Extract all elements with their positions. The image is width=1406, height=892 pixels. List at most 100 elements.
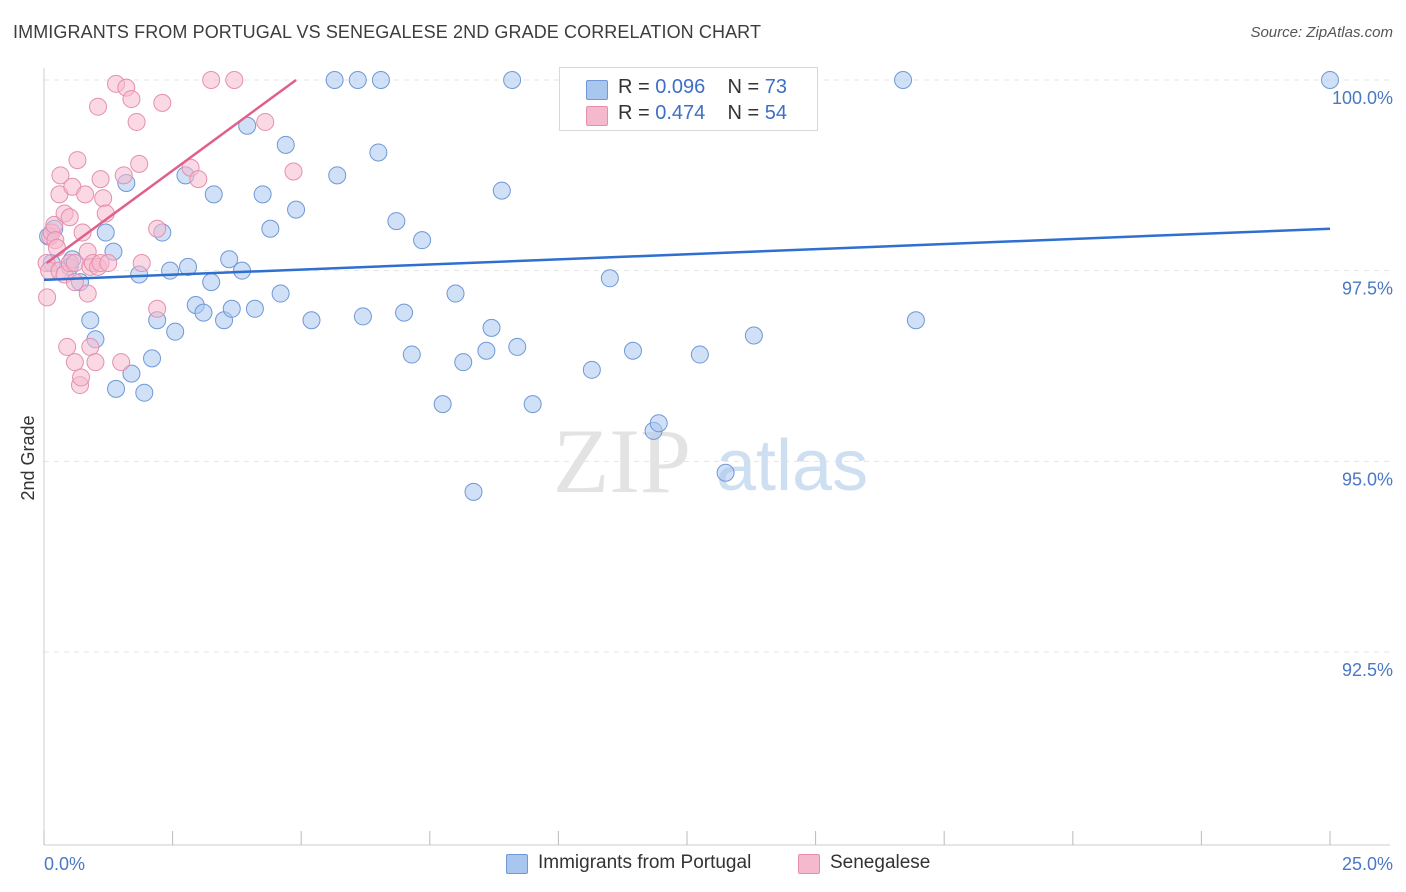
data-point-portugal: [135, 383, 154, 402]
data-point-senegalese: [58, 337, 77, 356]
data-point-senegalese: [72, 368, 91, 387]
data-point-portugal: [287, 200, 306, 219]
data-point-senegalese: [51, 166, 70, 185]
legend-r-value: 0.474: [655, 102, 706, 124]
data-point-portugal: [245, 299, 264, 318]
data-point-senegalese: [114, 166, 133, 185]
legend-n-label: N =: [727, 76, 765, 98]
data-point-portugal: [523, 395, 542, 414]
data-point-senegalese: [47, 238, 66, 257]
x-ticks: [43, 831, 1331, 845]
data-point-portugal: [220, 250, 239, 269]
data-point-senegalese: [65, 353, 84, 372]
data-point-senegalese: [122, 90, 141, 109]
data-point-senegalese: [78, 284, 97, 303]
data-point-portugal: [894, 71, 913, 89]
legend-r-label: R =: [618, 102, 656, 124]
chart-title: IMMIGRANTS FROM PORTUGAL VS SENEGALESE 2…: [13, 22, 762, 42]
data-point-portugal: [166, 322, 185, 341]
data-point-portugal: [81, 311, 100, 330]
y-tick-label: 100.0%: [1332, 88, 1393, 108]
watermark-zip: ZIP: [553, 410, 691, 512]
data-point-senegalese: [89, 97, 108, 116]
source-label: Source: ZipAtlas.com: [1250, 24, 1393, 41]
data-point-portugal: [353, 307, 372, 326]
data-point-portugal: [433, 395, 452, 414]
data-point-portugal: [464, 482, 483, 501]
data-point-portugal: [1321, 71, 1339, 89]
data-point-portugal: [503, 71, 522, 89]
data-point-portugal: [202, 273, 221, 292]
x-tick-labels: 0.0% 25.0%: [44, 854, 1393, 874]
data-point-portugal: [508, 337, 527, 356]
data-point-senegalese: [76, 185, 95, 204]
data-point-senegalese: [132, 254, 151, 273]
data-point-portugal: [482, 318, 501, 337]
data-point-portugal: [302, 311, 321, 330]
x-tick-label: 25.0%: [1342, 854, 1393, 874]
data-point-senegalese: [256, 112, 275, 131]
data-point-portugal: [582, 360, 601, 379]
legend-swatch-senegalese: [798, 854, 820, 874]
data-point-portugal: [271, 284, 290, 303]
data-point-portugal: [179, 257, 198, 276]
data-point-portugal: [371, 71, 390, 89]
data-point-senegalese: [130, 154, 149, 173]
data-point-portugal: [369, 143, 388, 162]
watermark: ZIP atlas: [553, 410, 868, 512]
watermark-atlas: atlas: [716, 426, 868, 506]
data-point-portugal: [744, 326, 763, 345]
legend-label-senegalese: Senegalese: [830, 852, 931, 873]
data-point-senegalese: [99, 254, 118, 273]
y-tick-label: 92.5%: [1342, 660, 1393, 680]
data-point-portugal: [906, 311, 925, 330]
data-point-senegalese: [127, 112, 146, 131]
data-point-portugal: [413, 231, 432, 250]
data-point-portugal: [348, 71, 367, 89]
legend-r-label: R =: [618, 76, 656, 98]
data-point-senegalese: [284, 162, 303, 181]
data-point-senegalese: [189, 170, 208, 189]
data-point-senegalese: [153, 93, 172, 112]
data-point-senegalese: [73, 223, 92, 242]
legend-n-value: 73: [764, 76, 788, 98]
y-tick-label: 97.5%: [1342, 279, 1393, 299]
data-point-senegalese: [38, 288, 57, 307]
data-point-portugal: [276, 135, 295, 154]
trend-line-portugal: [43, 227, 1331, 282]
data-point-portugal: [161, 261, 180, 280]
legend-label-portugal: Immigrants from Portugal: [538, 852, 752, 873]
trend-line-senegalese: [45, 78, 297, 265]
data-point-portugal: [96, 223, 115, 242]
data-point-portugal: [253, 185, 272, 204]
gridlines: [44, 79, 1392, 653]
legend-n-value: 54: [764, 102, 788, 124]
data-point-portugal: [122, 364, 141, 383]
series-senegalese-points: [37, 71, 303, 395]
y-axis-title: 2nd Grade: [18, 415, 38, 500]
legend-r-value: 0.096: [655, 76, 706, 98]
data-point-senegalese: [68, 151, 87, 170]
data-point-portugal: [325, 71, 344, 89]
legend-swatch-portugal: [506, 854, 528, 874]
data-point-portugal: [600, 269, 619, 288]
data-point-portugal: [402, 345, 421, 364]
legend-swatch-senegalese: [586, 106, 608, 126]
data-point-senegalese: [91, 170, 110, 189]
data-point-portugal: [446, 284, 465, 303]
data-point-senegalese: [112, 353, 131, 372]
x-tick-label: 0.0%: [44, 854, 85, 874]
data-point-senegalese: [94, 189, 113, 208]
data-point-portugal: [649, 414, 668, 433]
data-point-portugal: [261, 219, 280, 238]
data-point-portugal: [204, 185, 223, 204]
data-point-senegalese: [225, 71, 244, 89]
data-point-portugal: [222, 299, 241, 318]
data-point-portugal: [143, 349, 162, 368]
axes: [43, 68, 1390, 846]
correlation-legend: R = 0.096 N = 73 R = 0.474 N = 54: [559, 67, 818, 131]
y-tick-labels: 100.0% 97.5% 95.0% 92.5%: [1332, 88, 1393, 680]
y-tick-label: 95.0%: [1342, 469, 1393, 489]
data-point-senegalese: [148, 219, 167, 238]
